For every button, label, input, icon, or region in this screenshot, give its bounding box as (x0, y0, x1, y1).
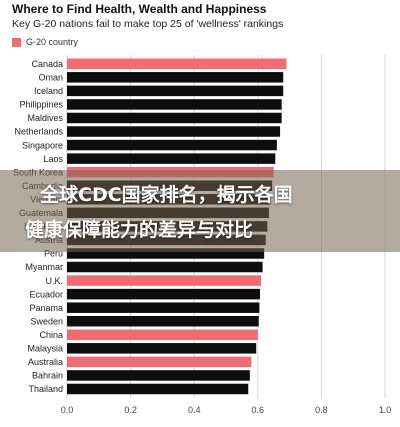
category-label: Philippines (19, 100, 63, 110)
bar-sweden (67, 315, 259, 327)
category-label: U.K. (45, 276, 63, 286)
bar-laos (67, 153, 276, 164)
bar-malaysia (67, 343, 257, 354)
chart-title: Where to Find Health, Wealth and Happine… (12, 2, 267, 16)
category-label: Canada (31, 59, 63, 69)
x-tick-label: 0.6 (252, 405, 265, 415)
bar-u-k (67, 275, 261, 286)
bar-china (67, 329, 258, 341)
x-tick-label: 0.2 (124, 405, 137, 415)
category-label: Laos (43, 154, 63, 164)
bar-iceland (67, 85, 284, 97)
bar-canada (67, 58, 287, 70)
overlay-text-line1: 全球CDC国家排名，揭示各国 (40, 184, 293, 206)
category-label: Bahrain (32, 371, 63, 381)
category-label: Panama (29, 303, 63, 313)
chart-subtitle: Key G-20 nations fail to make top 25 of … (12, 18, 284, 30)
category-label: China (39, 330, 63, 340)
bar-australia (67, 356, 252, 368)
category-label: Netherlands (14, 127, 63, 137)
bar-philippines (67, 99, 282, 110)
category-label: Malaysia (27, 344, 63, 354)
category-label: Australia (28, 357, 63, 367)
bar-myanmar (67, 261, 263, 273)
x-tick-label: 0.0 (61, 405, 74, 415)
category-label: Peru (44, 249, 63, 259)
category-label: Iceland (34, 86, 63, 96)
x-tick-label: 0.8 (315, 405, 328, 415)
x-tick-label: 1.0 (379, 405, 392, 415)
overlay-banner (0, 170, 400, 252)
category-label: Myanmar (25, 262, 63, 272)
bar-panama (67, 302, 260, 313)
bar-ecuador (67, 288, 261, 300)
category-label: Sweden (30, 316, 63, 326)
category-label: Ecuador (29, 289, 63, 299)
legend: G-20 country (12, 37, 78, 47)
bar-singapore (67, 139, 277, 151)
bar-peru (67, 248, 265, 259)
category-label: Singapore (22, 140, 63, 150)
legend-swatch-g20 (12, 37, 21, 47)
category-label: Maldives (27, 113, 63, 123)
bar-thailand (67, 383, 249, 395)
category-label: Oman (38, 73, 63, 83)
overlay-text-line2: 健康保障能力的差异与对比 (25, 219, 254, 241)
x-tick-label: 0.4 (188, 405, 201, 415)
bar-bahrain (67, 370, 250, 381)
legend-label-g20: G-20 country (26, 37, 79, 47)
category-label: Thailand (28, 384, 63, 394)
bar-netherlands (67, 126, 281, 137)
bar-maldives (67, 112, 282, 124)
bar-oman (67, 72, 284, 83)
